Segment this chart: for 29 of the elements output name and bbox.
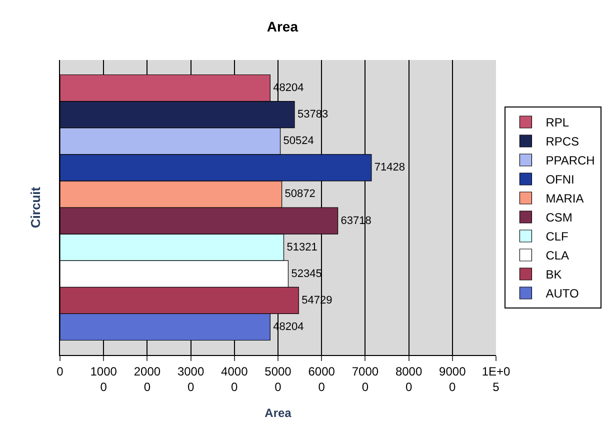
- x-tick-label: 8000 0: [395, 364, 422, 394]
- x-axis-title: Area: [264, 406, 292, 420]
- data-label: 51321: [286, 241, 318, 254]
- legend-label: RPL: [546, 116, 570, 130]
- x-tick-label: 7000 0: [352, 364, 379, 394]
- legend-label: CLA: [546, 248, 570, 263]
- legend-label: AUTO: [546, 286, 579, 301]
- data-label: 50872: [284, 188, 316, 200]
- x-tick-label: 1E+05: [482, 364, 511, 394]
- data-label: 52345: [291, 268, 322, 280]
- data-label: 50524: [283, 135, 314, 148]
- x-tick-label: 5000 0: [264, 364, 292, 394]
- x-tick-label: 0: [56, 364, 64, 378]
- x-tick-label: 2000 0: [134, 364, 161, 394]
- y-axis-title: Circuit: [28, 186, 43, 228]
- x-tick-label: 6000 0: [308, 364, 336, 394]
- x-tick-label: 1000 0: [90, 364, 118, 394]
- legend-label: CSM: [546, 210, 572, 225]
- legend-label: CLF: [546, 230, 568, 244]
- legend-label: PPARCH: [546, 154, 595, 168]
- chart-title: Area: [266, 18, 298, 35]
- x-tick-label: 9000 0: [439, 364, 466, 394]
- legend-label: RPCS: [546, 134, 580, 149]
- legend-label: BK: [546, 268, 562, 282]
- legend-label: OFNI: [546, 172, 574, 187]
- x-tick-label: 3000 0: [177, 364, 204, 394]
- data-label: 71428: [374, 162, 406, 174]
- x-tick-label: 4000 0: [221, 364, 248, 394]
- legend-label: MARIA: [546, 192, 584, 206]
